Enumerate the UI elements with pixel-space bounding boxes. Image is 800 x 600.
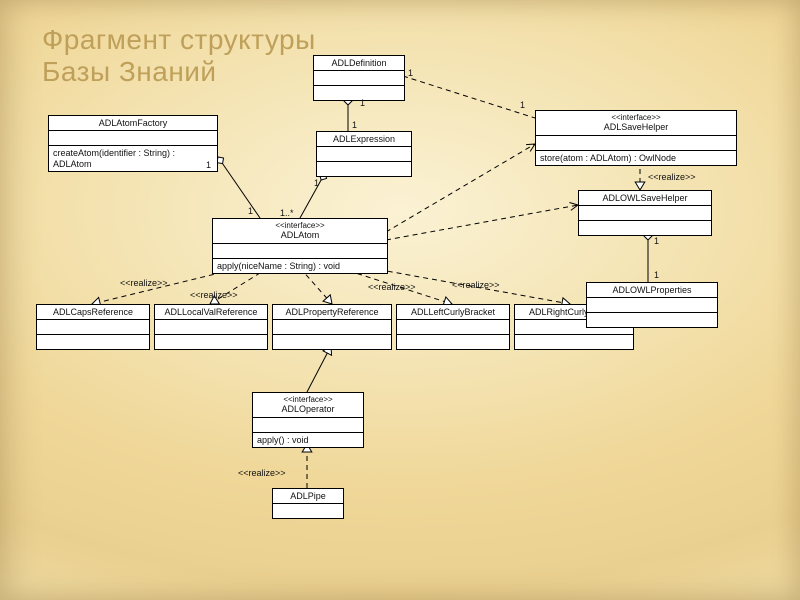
- uml-section: ADLAtomFactory: [49, 116, 217, 131]
- uml-section: [587, 313, 717, 327]
- uml-class-pipe: ADLPipe: [272, 488, 344, 519]
- uml-section: ADLDefinition: [314, 56, 404, 71]
- uml-class-atom: <<interface>>ADLAtom apply(niceName : St…: [212, 218, 388, 274]
- edge-label: <<realize>>: [238, 468, 286, 478]
- uml-class-owlsave: ADLOWLSaveHelper: [578, 190, 712, 236]
- uml-section: ADLPipe: [273, 489, 343, 504]
- uml-section: [155, 320, 267, 335]
- uml-section: ADLPropertyReference: [273, 305, 391, 320]
- multiplicity-label: 1..*: [280, 208, 294, 218]
- uml-class-factory: ADLAtomFactory createAtom(identifier : S…: [48, 115, 218, 172]
- uml-section: store(atom : ADLAtom) : OwlNode: [536, 151, 736, 165]
- edge-label: <<realize>>: [452, 280, 500, 290]
- uml-class-operator: <<interface>>ADLOperator apply() : void: [252, 392, 364, 448]
- uml-section: apply() : void: [253, 433, 363, 447]
- uml-class-adldef: ADLDefinition: [313, 55, 405, 101]
- uml-section: [536, 136, 736, 151]
- edge-label: <<realize>>: [368, 282, 416, 292]
- multiplicity-label: 1: [520, 100, 525, 110]
- uml-section: [314, 86, 404, 100]
- multiplicity-label: 1: [314, 178, 319, 188]
- multiplicity-label: 1: [654, 270, 659, 280]
- uml-section: [579, 221, 711, 235]
- uml-section: ADLLeftCurlyBracket: [397, 305, 509, 320]
- uml-section: [273, 504, 343, 518]
- uml-class-expr: ADLExpression: [316, 131, 412, 177]
- uml-class-savehlp: <<interface>>ADLSaveHelper store(atom : …: [535, 110, 737, 166]
- uml-section: <<interface>>ADLSaveHelper: [536, 111, 736, 136]
- uml-class-localref: ADLLocalValReference: [154, 304, 268, 350]
- uml-section: [317, 162, 411, 176]
- uml-section: [397, 335, 509, 349]
- uml-section: [253, 418, 363, 433]
- uml-class-capsref: ADLCapsReference: [36, 304, 150, 350]
- multiplicity-label: 1: [408, 68, 413, 78]
- uml-class-propref: ADLPropertyReference: [272, 304, 392, 350]
- uml-section: ADLCapsReference: [37, 305, 149, 320]
- multiplicity-label: 1: [248, 206, 253, 216]
- uml-section: ADLExpression: [317, 132, 411, 147]
- uml-section: <<interface>>ADLOperator: [253, 393, 363, 418]
- multiplicity-label: 1: [206, 160, 211, 170]
- uml-section: ADLOWLSaveHelper: [579, 191, 711, 206]
- edge-label: <<realize>>: [648, 172, 696, 182]
- uml-section: [273, 335, 391, 349]
- multiplicity-label: 1: [654, 236, 659, 246]
- uml-section: [273, 320, 391, 335]
- uml-section: [397, 320, 509, 335]
- multiplicity-label: 1: [360, 98, 365, 108]
- uml-stage: ADLDefinition ADLAtomFactory createAtom(…: [0, 0, 800, 600]
- uml-section: ADLOWLProperties: [587, 283, 717, 298]
- edge-label: <<realize>>: [120, 278, 168, 288]
- multiplicity-label: 1: [352, 120, 357, 130]
- uml-section: [155, 335, 267, 349]
- uml-section: <<interface>>ADLAtom: [213, 219, 387, 244]
- uml-section: apply(niceName : String) : void: [213, 259, 387, 273]
- uml-section: [49, 131, 217, 146]
- uml-section: [317, 147, 411, 162]
- uml-class-owlprops: ADLOWLProperties: [586, 282, 718, 328]
- uml-section: ADLLocalValReference: [155, 305, 267, 320]
- uml-section: [587, 298, 717, 313]
- uml-section: [37, 335, 149, 349]
- edge-label: <<realize>>: [190, 290, 238, 300]
- uml-section: [213, 244, 387, 259]
- uml-section: [579, 206, 711, 221]
- uml-section: createAtom(identifier : String) : ADLAto…: [49, 146, 217, 171]
- uml-section: [515, 335, 633, 349]
- uml-section: [37, 320, 149, 335]
- uml-section: [314, 71, 404, 86]
- uml-class-leftcurl: ADLLeftCurlyBracket: [396, 304, 510, 350]
